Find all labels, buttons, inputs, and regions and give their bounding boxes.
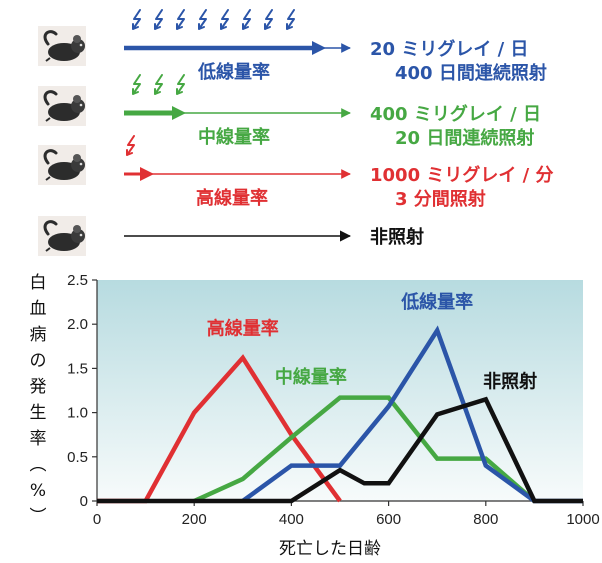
dose-rate-name: 低線量率 xyxy=(197,61,270,83)
x-tick-label: 200 xyxy=(182,511,207,528)
legend-row: 高線量率 1000 ミリグレイ / 分3 分間照射 xyxy=(38,135,553,210)
lightning-bolt-icon xyxy=(154,9,163,30)
x-tick-label: 400 xyxy=(279,511,304,528)
legend-row: 中線量率 400 ミリグレイ / 日20 日間連続照射 xyxy=(38,74,541,149)
series-annotation: 中線量率 xyxy=(275,366,347,388)
duration-label: 20 日間連続照射 xyxy=(395,127,534,149)
x-tick-label: 800 xyxy=(473,511,498,528)
y-tick-label: 2.0 xyxy=(67,316,88,333)
lightning-bolt-icon xyxy=(176,74,185,95)
x-axis-label: 死亡した日齢 xyxy=(279,539,381,559)
lightning-bolt-icon xyxy=(220,9,229,30)
lightning-bolt-icon xyxy=(132,74,141,95)
lightning-bolt-icon xyxy=(126,135,135,156)
y-tick-label: 0 xyxy=(80,493,88,510)
arrowhead-icon xyxy=(312,41,326,55)
arrowhead-icon xyxy=(140,167,154,181)
dose-label: 400 ミリグレイ / 日 xyxy=(370,103,541,125)
mouse-icon xyxy=(38,216,86,256)
legend-row: 非照射 xyxy=(38,216,424,256)
lightning-bolt-icon xyxy=(286,9,295,30)
x-tick-label: 600 xyxy=(376,511,401,528)
lightning-bolt-icon xyxy=(242,9,251,30)
series-line xyxy=(97,396,583,504)
y-axis-label: 白血病の発生率︵% ︶ xyxy=(30,273,47,527)
series-annotation: 低線量率 xyxy=(400,291,473,313)
dose-rate-name: 中線量率 xyxy=(198,126,270,148)
dose-rate-name: 高線量率 xyxy=(196,187,268,209)
arrowhead-icon xyxy=(172,106,186,120)
lightning-bolt-icon xyxy=(132,9,141,30)
x-tick-label: 1000 xyxy=(566,511,599,528)
mouse-icon xyxy=(38,26,86,66)
y-tick-label: 1.0 xyxy=(67,405,88,422)
lightning-bolt-icon xyxy=(154,74,163,95)
series-line xyxy=(241,325,583,504)
series-line xyxy=(193,395,536,504)
incidence-chart: 0 0.5 1.0 1.5 2.0 2.5 0 200 400 600 800 1000 死亡した日齢 白… xyxy=(30,272,600,559)
y-tick-label: 0.5 xyxy=(67,449,88,466)
y-tick-label: 2.5 xyxy=(67,272,88,289)
duration-label: 400 日間連続照射 xyxy=(395,62,547,84)
lightning-bolt-icon xyxy=(176,9,185,30)
lightning-bolt-icon xyxy=(264,9,273,30)
y-tick-label: 1.5 xyxy=(67,360,88,377)
dose-label: 非照射 xyxy=(370,226,424,248)
lightning-bolt-icon xyxy=(198,9,207,30)
duration-label: 3 分間照射 xyxy=(395,188,486,210)
dose-label: 1000 ミリグレイ / 分 xyxy=(370,164,553,186)
mouse-icon xyxy=(38,145,86,185)
series-annotation: 非照射 xyxy=(483,371,537,393)
mouse-icon xyxy=(38,86,86,126)
dose-label: 20 ミリグレイ / 日 xyxy=(370,38,528,60)
x-tick-label: 0 xyxy=(93,511,101,528)
series-annotation: 高線量率 xyxy=(207,318,279,340)
